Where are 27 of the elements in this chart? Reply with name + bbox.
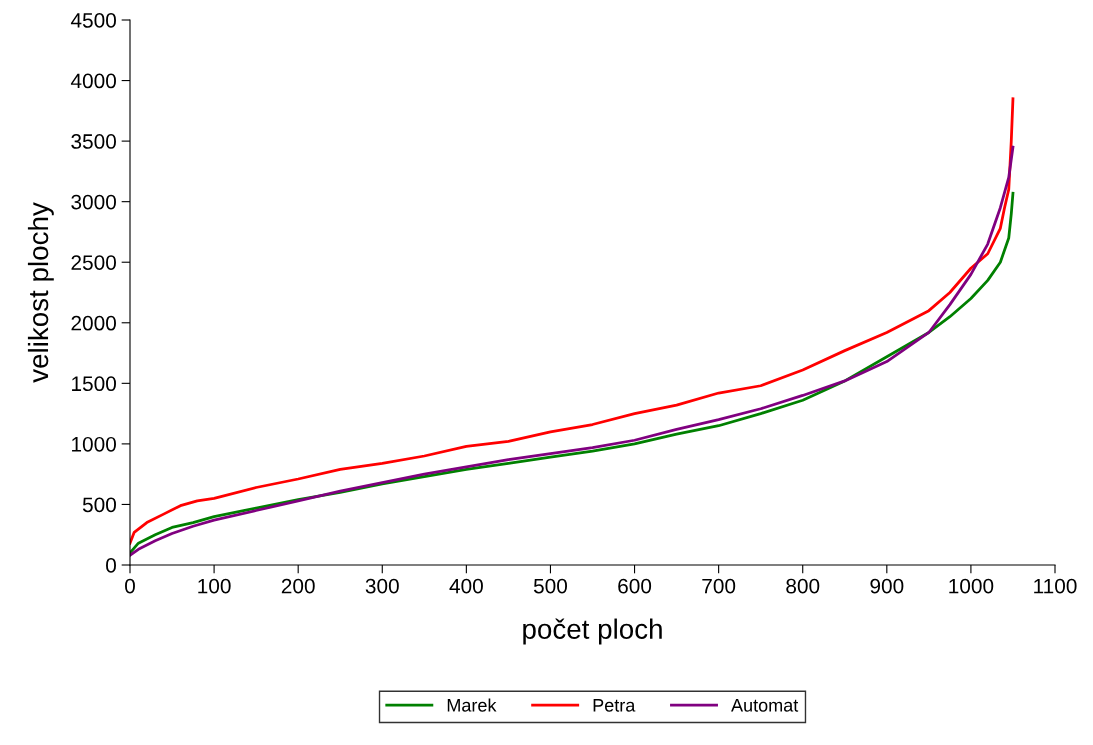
- legend-label: Petra: [593, 699, 636, 712]
- y-tick-label: 500: [82, 497, 116, 513]
- x-tick-label: 1000: [949, 578, 994, 594]
- x-tick-label: 900: [870, 578, 904, 594]
- legend-label: Marek: [447, 698, 497, 712]
- x-tick-label: 300: [365, 578, 399, 594]
- y-tick-label: 1000: [72, 436, 116, 452]
- x-tick-label: 500: [533, 578, 568, 594]
- y-tick-label: 2000: [71, 315, 116, 331]
- y-tick-label: 4500: [70, 13, 116, 28]
- y-tick-label: 0: [106, 558, 116, 573]
- x-tick-label: 1100: [1034, 578, 1077, 594]
- x-tick-label: 700: [702, 578, 736, 594]
- x-tick-label: 800: [786, 578, 820, 594]
- y-tick-label: 4000: [70, 73, 116, 89]
- x-tick-label: 400: [449, 578, 483, 594]
- y-tick-label: 1500: [72, 376, 116, 392]
- x-axis-title: počet ploch: [523, 618, 662, 645]
- x-tick-label: 600: [618, 578, 652, 594]
- y-tick-label: 3500: [71, 134, 116, 149]
- x-tick-label: 200: [281, 578, 315, 594]
- y-tick-label: 2500: [71, 255, 116, 270]
- y-tick-label: 3000: [71, 194, 116, 210]
- y-axis-title: velikost plochy: [27, 202, 54, 383]
- x-tick-label: 100: [198, 578, 231, 594]
- x-tick-label: 0: [125, 578, 135, 594]
- legend-label: Automat: [731, 699, 799, 712]
